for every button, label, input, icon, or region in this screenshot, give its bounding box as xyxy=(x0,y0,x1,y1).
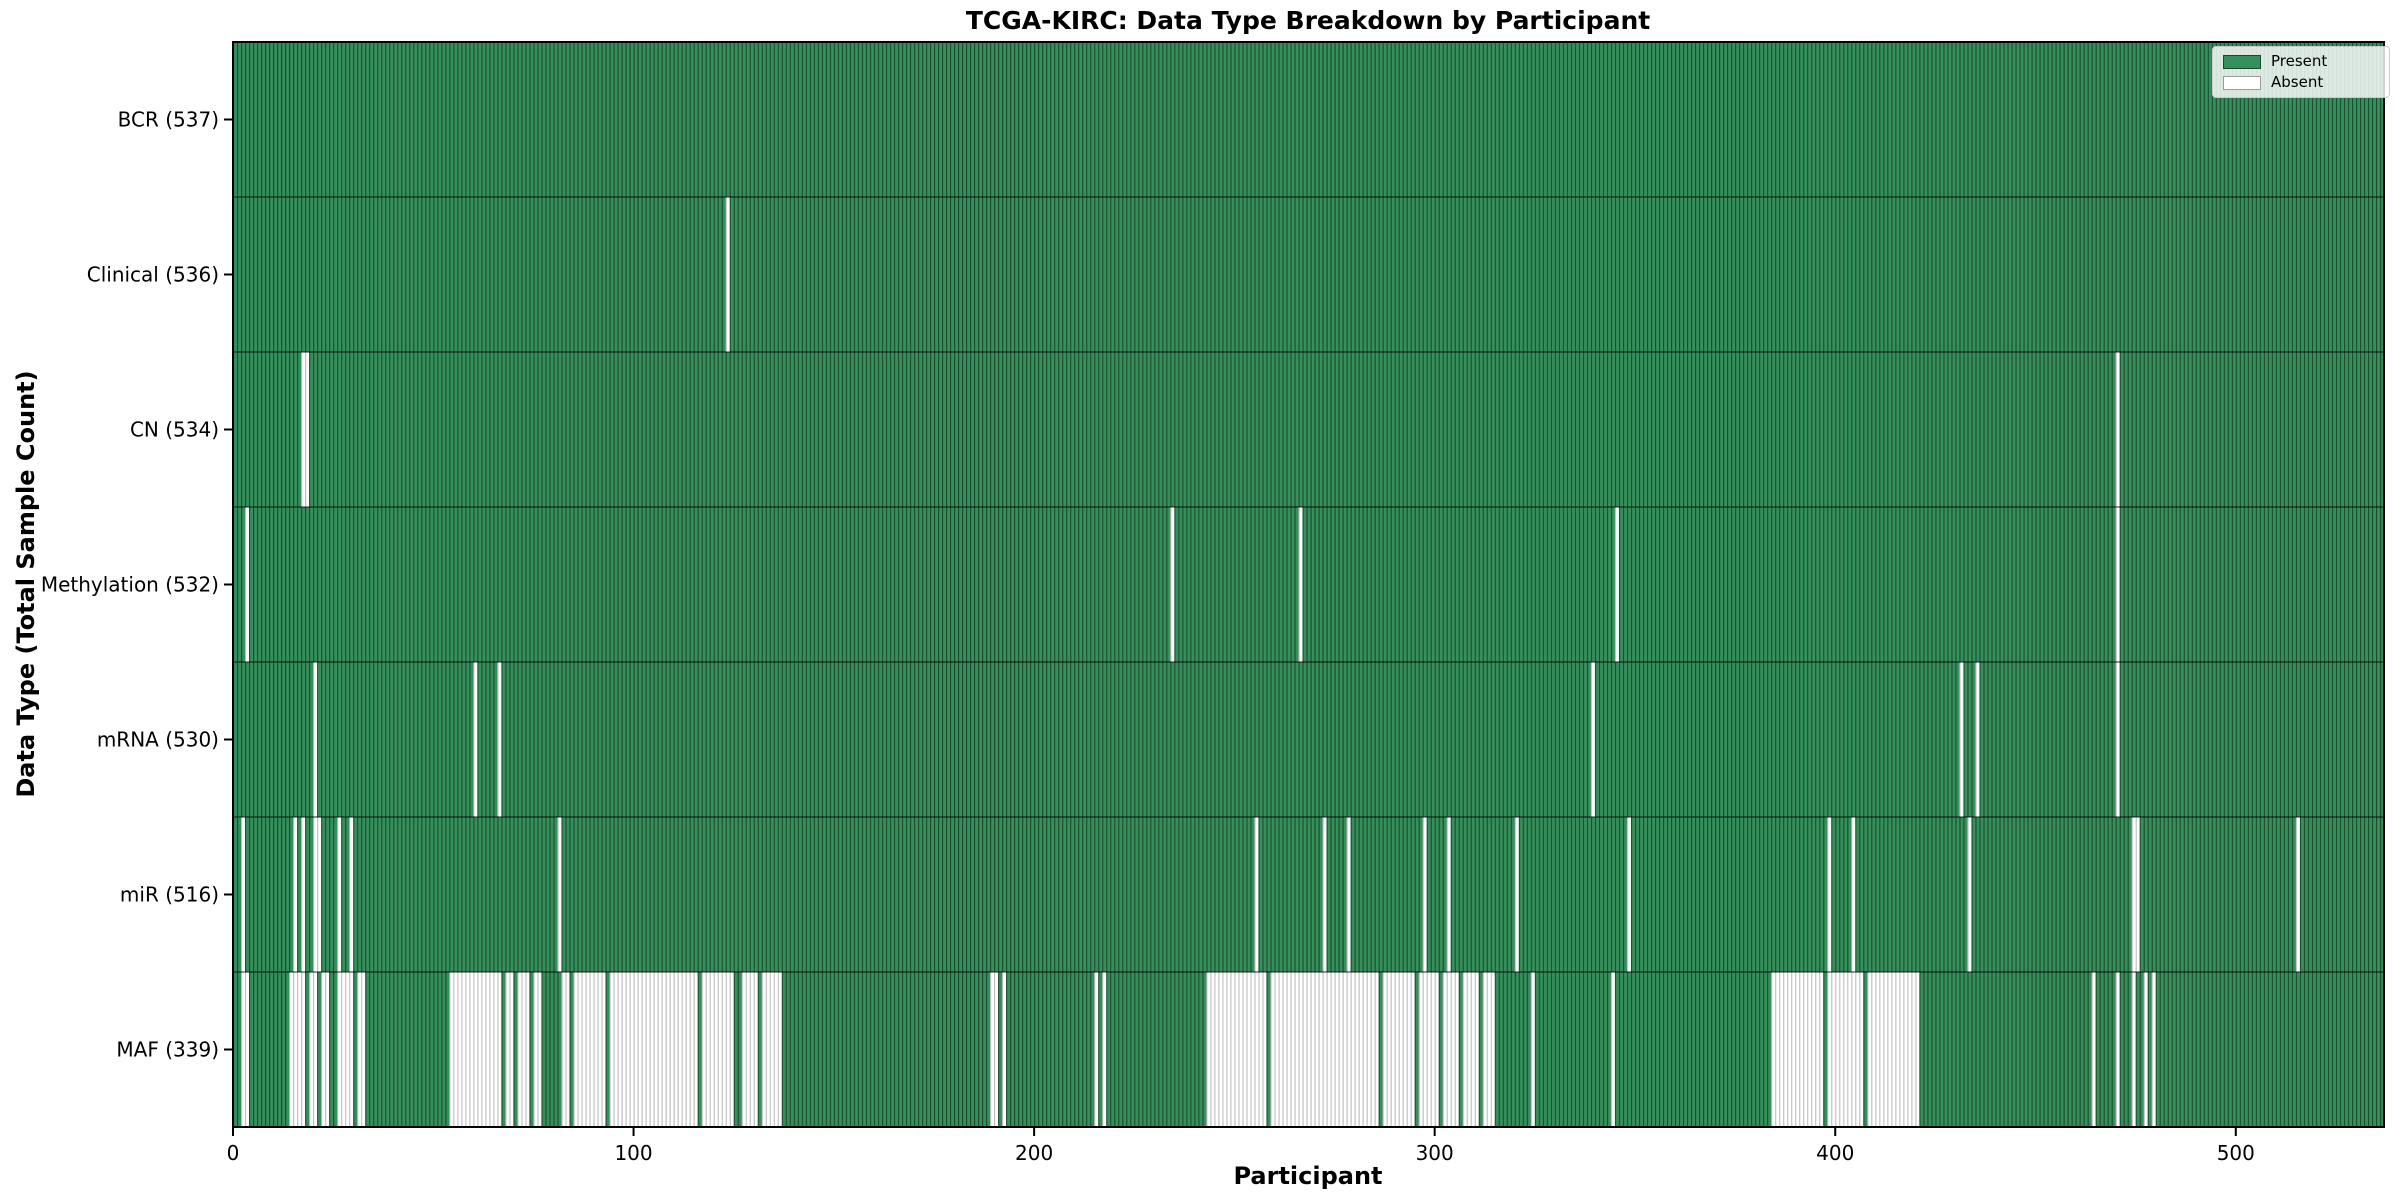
chart-title: TCGA-KIRC: Data Type Breakdown by Partic… xyxy=(965,6,1651,35)
absent-block-MAF xyxy=(337,972,354,1127)
absent-block-MAF xyxy=(1418,972,1439,1127)
absent-block-MAF xyxy=(449,972,502,1127)
x-tick-label-200: 200 xyxy=(1015,1141,1053,1165)
absent-block-MAF xyxy=(573,972,606,1127)
absent-block-MAF xyxy=(321,972,330,1127)
absent-block-MAF xyxy=(1270,972,1379,1127)
x-tick-label-300: 300 xyxy=(1416,1141,1454,1165)
absent-block-miR xyxy=(1322,817,1327,972)
legend-label-absent: Absent xyxy=(2271,73,2324,91)
absent-block-MAF xyxy=(1102,972,1107,1127)
absent-block-miR xyxy=(1827,817,1832,972)
absent-block-Methylation xyxy=(245,507,250,662)
x-axis-label: Participant xyxy=(1233,1162,1383,1190)
legend-swatch-present-icon xyxy=(2223,54,2261,69)
absent-block-MAF xyxy=(1482,972,1495,1127)
absent-block-mRNA xyxy=(473,662,478,817)
absent-block-MAF xyxy=(761,972,782,1127)
y-tick-label-CN: CN (534) xyxy=(130,418,219,442)
legend-label-present: Present xyxy=(2271,52,2328,70)
absent-block-MAF xyxy=(2131,972,2136,1127)
y-tick-label-BCR: BCR (537) xyxy=(118,108,219,132)
absent-block-MAF xyxy=(1530,972,1535,1127)
absent-block-miR xyxy=(1626,817,1631,972)
absent-block-miR xyxy=(337,817,342,972)
absent-block-MAF xyxy=(517,972,530,1127)
absent-block-MAF xyxy=(505,972,514,1127)
y-tick-label-MAF: MAF (339) xyxy=(116,1038,219,1062)
x-tick-label-400: 400 xyxy=(1816,1141,1854,1165)
absent-block-miR xyxy=(1514,817,1519,972)
x-tick-label-100: 100 xyxy=(614,1141,652,1165)
absent-block-miR xyxy=(1967,817,1972,972)
absent-block-MAF xyxy=(533,972,542,1127)
absent-block-MAF xyxy=(357,972,366,1127)
absent-block-mRNA xyxy=(1590,662,1595,817)
absent-block-miR xyxy=(2131,817,2140,972)
legend-item-absent: Absent xyxy=(2223,75,2379,90)
absent-block-miR xyxy=(1446,817,1451,972)
legend: Present Absent xyxy=(2212,46,2390,98)
absent-block-mRNA xyxy=(1975,662,1980,817)
y-tick-label-Clinical: Clinical (536) xyxy=(87,263,219,287)
absent-block-miR xyxy=(1422,817,1427,972)
absent-block-mRNA xyxy=(2115,662,2120,817)
absent-block-miR xyxy=(293,817,298,972)
absent-block-miR xyxy=(313,817,322,972)
absent-block-MAF xyxy=(1827,972,1864,1127)
absent-block-MAF xyxy=(1094,972,1099,1127)
absent-block-miR xyxy=(1346,817,1351,972)
x-tick-label-0: 0 xyxy=(227,1141,240,1165)
absent-block-MAF xyxy=(1462,972,1479,1127)
absent-block-Methylation xyxy=(1614,507,1619,662)
y-tick-label-miR: miR (516) xyxy=(120,883,219,907)
absent-block-miR xyxy=(557,817,562,972)
absent-block-MAF xyxy=(309,972,318,1127)
absent-block-MAF xyxy=(701,972,734,1127)
absent-block-Methylation xyxy=(2115,507,2120,662)
absent-block-MAF xyxy=(1610,972,1615,1127)
absent-block-mRNA xyxy=(497,662,502,817)
y-tick-label-Methylation: Methylation (532) xyxy=(41,573,219,597)
absent-block-MAF xyxy=(2091,972,2096,1127)
absent-block-MAF xyxy=(1382,972,1415,1127)
absent-block-Methylation xyxy=(1298,507,1303,662)
absent-block-MAF xyxy=(1206,972,1267,1127)
absent-block-Methylation xyxy=(1170,507,1175,662)
absent-block-MAF xyxy=(1002,972,1007,1127)
absent-block-MAF xyxy=(1771,972,1824,1127)
absent-block-MAF xyxy=(289,972,306,1127)
absent-block-mRNA xyxy=(313,662,318,817)
legend-item-present: Present xyxy=(2223,54,2379,69)
absent-block-MAF xyxy=(2151,972,2156,1127)
x-tick-label-500: 500 xyxy=(2217,1141,2255,1165)
absent-block-Clinical xyxy=(725,197,730,352)
absent-block-MAF xyxy=(1442,972,1459,1127)
absent-block-miR xyxy=(349,817,354,972)
absent-block-miR xyxy=(1254,817,1259,972)
y-tick-label-mRNA: mRNA (530) xyxy=(97,728,219,752)
legend-swatch-absent-icon xyxy=(2223,75,2261,90)
absent-block-CN xyxy=(2115,352,2120,507)
absent-block-miR xyxy=(2295,817,2300,972)
presence-matrix xyxy=(233,42,2384,1127)
absent-block-MAF xyxy=(609,972,698,1127)
absent-block-MAF xyxy=(241,972,250,1127)
absent-block-miR xyxy=(1851,817,1856,972)
absent-block-MAF xyxy=(990,972,999,1127)
absent-block-MAF xyxy=(2143,972,2148,1127)
absent-block-MAF xyxy=(1867,972,1920,1127)
absent-block-miR xyxy=(301,817,306,972)
absent-block-MAF xyxy=(2115,972,2120,1127)
absent-block-MAF xyxy=(561,972,570,1127)
absent-block-CN xyxy=(301,352,310,507)
absent-block-mRNA xyxy=(1959,662,1964,817)
absent-block-miR xyxy=(241,817,246,972)
absent-block-MAF xyxy=(741,972,758,1127)
